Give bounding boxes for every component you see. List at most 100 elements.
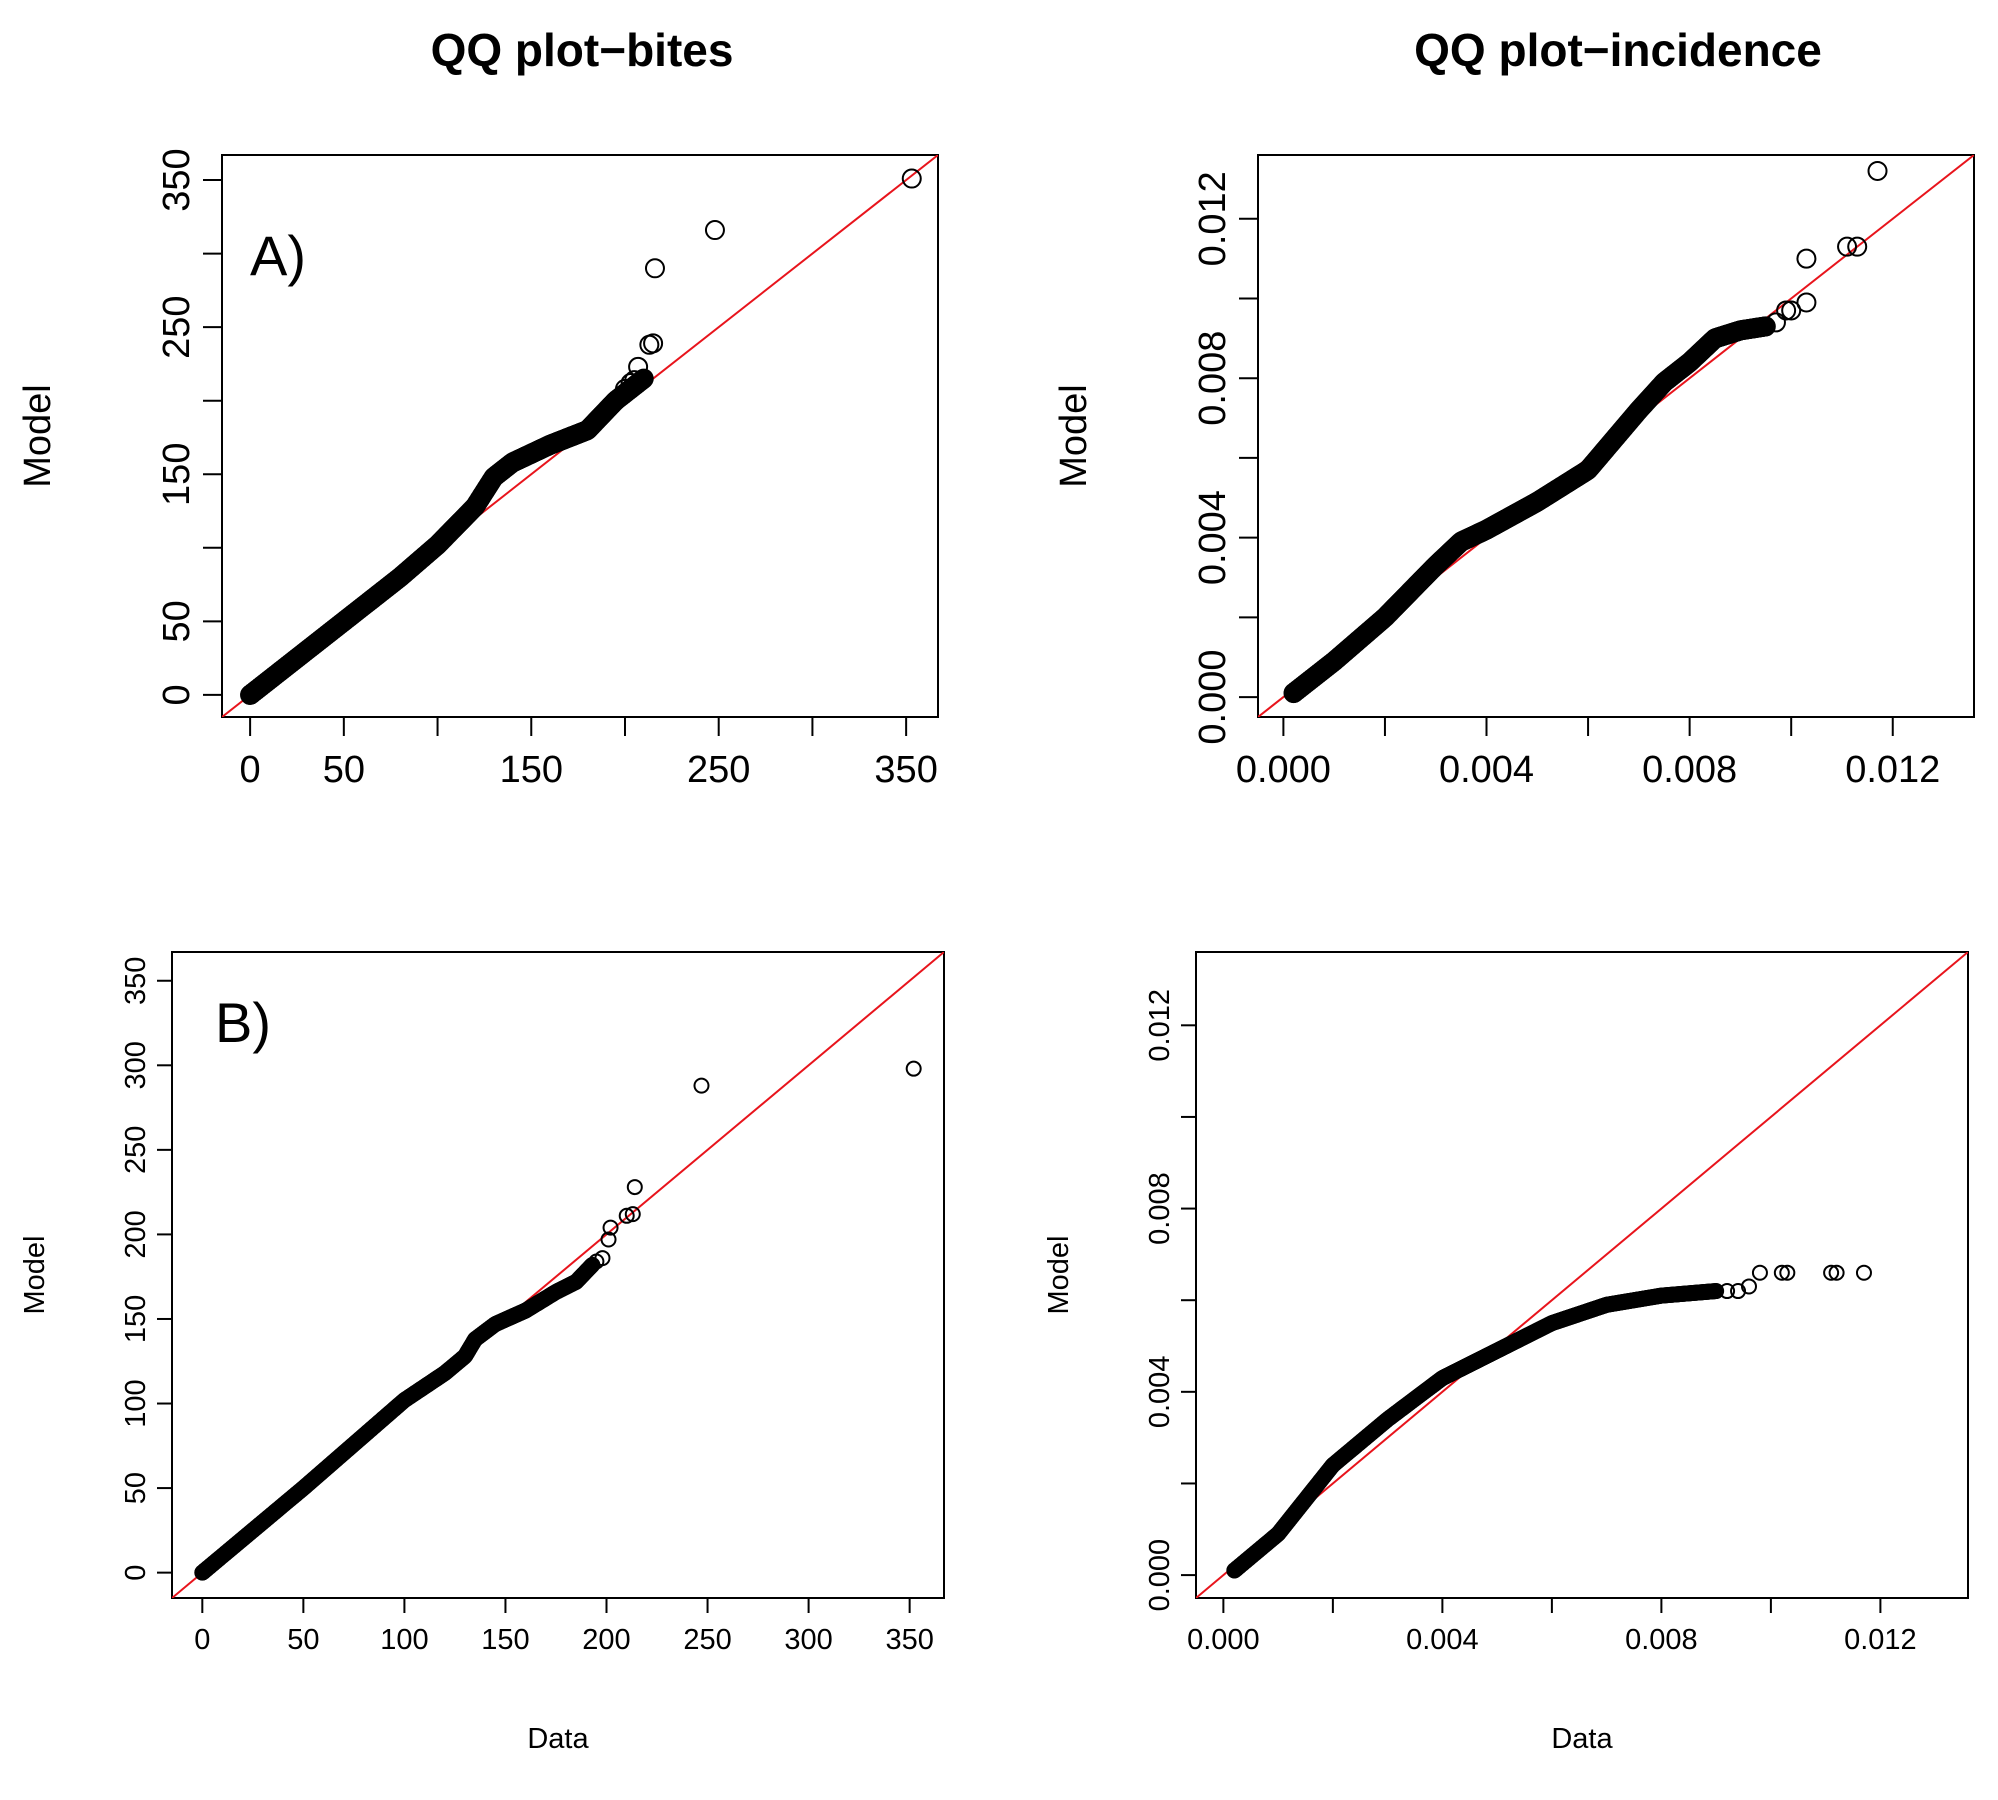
outlier-point (1828, 1264, 1845, 1281)
y-tick-label: 200 (120, 1210, 152, 1258)
x-tick-label: 0 (240, 749, 261, 791)
outlier-point (1751, 1264, 1768, 1281)
y-tick-label: 300 (120, 1041, 152, 1089)
x-tick-label: 0.012 (1845, 749, 1940, 791)
outlier-point (643, 333, 664, 354)
x-tick-label: 0.008 (1642, 749, 1737, 791)
plot-frame (171, 951, 945, 1599)
panel-incidence-a: 0.000 0.004 0.008 0.012 0.000 0.004 0.008 0.012… (1053, 154, 1975, 791)
y-tick-label: 0.008 (1192, 331, 1234, 426)
panel-bites-b: 0 50 100 150 200 250 300 350 0 50 100 150 200 250 300 3… (19, 951, 945, 1755)
title-incidence: QQ plot−incidence (1414, 24, 1822, 76)
outlier-point (901, 168, 922, 189)
point-cloud (1226, 1264, 1872, 1579)
y-tick-label: 0.004 (1144, 1356, 1176, 1429)
y-tick-label: 250 (156, 295, 198, 358)
y-tick-label: 50 (156, 600, 198, 642)
outlier-point (626, 1179, 643, 1196)
y-axis-label: Model (1053, 384, 1095, 488)
reference-line (1196, 952, 1968, 1598)
x-tick-label: 350 (874, 749, 937, 791)
title-bites: QQ plot−bites (431, 24, 734, 76)
x-tick-label: 0.000 (1187, 1624, 1260, 1656)
x-tick-label: 0.012 (1844, 1624, 1917, 1656)
outlier-point (600, 1231, 617, 1248)
plot-frame (1195, 951, 1969, 1599)
outlier-point (1740, 1278, 1757, 1295)
y-tick-label: 0.000 (1144, 1539, 1176, 1612)
x-tick-label: 0.004 (1439, 749, 1534, 791)
x-tick-label: 50 (323, 749, 365, 791)
x-tick-label: 250 (683, 1624, 731, 1656)
outlier-point (704, 220, 725, 241)
x-tick-label: 350 (885, 1624, 933, 1656)
data-point (1755, 316, 1776, 337)
y-tick-label: 0 (156, 684, 198, 705)
y-tick-label: 350 (120, 957, 152, 1005)
y-tick-label: 150 (120, 1295, 152, 1343)
y-tick-label: 0.000 (1192, 650, 1234, 745)
x-tick-label: 0 (194, 1624, 210, 1656)
outlier-point (1776, 300, 1797, 321)
y-tick-label: 100 (120, 1379, 152, 1427)
data-point (1708, 1283, 1725, 1300)
x-tick-label: 100 (380, 1624, 428, 1656)
point-cloud (240, 168, 922, 705)
outlier-point (1837, 236, 1858, 257)
panel-incidence-b: 0.000 0.004 0.008 0.012 0.000 0.004 0.008 0.012… (1043, 951, 1969, 1755)
y-axis-label: Model (1043, 1236, 1075, 1315)
x-tick-label: 0.008 (1625, 1624, 1698, 1656)
outlier-point (1855, 1264, 1872, 1281)
x-tick-label: 0.000 (1236, 749, 1331, 791)
outlier-point (620, 373, 641, 394)
y-tick-label: 0.012 (1144, 989, 1176, 1062)
y-tick-label: 250 (120, 1126, 152, 1174)
x-axis-label: Data (1551, 1723, 1613, 1755)
y-tick-label: 0 (120, 1565, 152, 1581)
y-tick-label: 0.008 (1144, 1172, 1176, 1245)
outlier-point (624, 370, 645, 391)
panel-bites-a: 0 50 150 250 350 0 50 150 250 350 Model A) (17, 148, 939, 791)
x-tick-label: 150 (481, 1624, 529, 1656)
outlier-point (1867, 160, 1888, 181)
outlier-point (1796, 248, 1817, 269)
outlier-point (1765, 312, 1786, 333)
outlier-point (1779, 1264, 1796, 1281)
outlier-point (693, 1077, 710, 1094)
outlier-point (1847, 236, 1868, 257)
outlier-point (1719, 1283, 1736, 1300)
y-tick-label: 150 (156, 443, 198, 506)
y-tick-label: 0.004 (1192, 490, 1234, 585)
outlier-point (1823, 1264, 1840, 1281)
x-tick-label: 0.004 (1406, 1624, 1479, 1656)
y-tick-label: 0.012 (1192, 171, 1234, 266)
plot-frame (1257, 154, 1975, 718)
outlier-point (1796, 292, 1817, 313)
point-cloud (1283, 160, 1888, 704)
x-tick-label: 150 (500, 749, 563, 791)
outlier-point (624, 1206, 641, 1223)
x-tick-label: 50 (287, 1624, 319, 1656)
point-cloud (194, 1060, 922, 1581)
outlier-point (628, 356, 649, 377)
outlier-point (594, 1250, 611, 1267)
x-tick-label: 250 (687, 749, 750, 791)
y-tick-label: 50 (120, 1472, 152, 1504)
outlier-point (1781, 300, 1802, 321)
outlier-point (905, 1060, 922, 1077)
x-tick-label: 300 (784, 1624, 832, 1656)
x-tick-label: 200 (582, 1624, 630, 1656)
outlier-point (602, 1219, 619, 1236)
y-axis-label: Model (19, 1236, 51, 1315)
outlier-point (644, 258, 665, 279)
y-axis-label: Model (17, 384, 59, 488)
plot-frame (221, 154, 939, 718)
panel-label: B) (215, 991, 271, 1054)
y-tick-label: 350 (156, 148, 198, 211)
data-point (633, 368, 654, 389)
x-axis-label: Data (527, 1723, 589, 1755)
panel-label: A) (250, 224, 306, 287)
outlier-point (618, 1207, 635, 1224)
outlier-point (1773, 1264, 1790, 1281)
